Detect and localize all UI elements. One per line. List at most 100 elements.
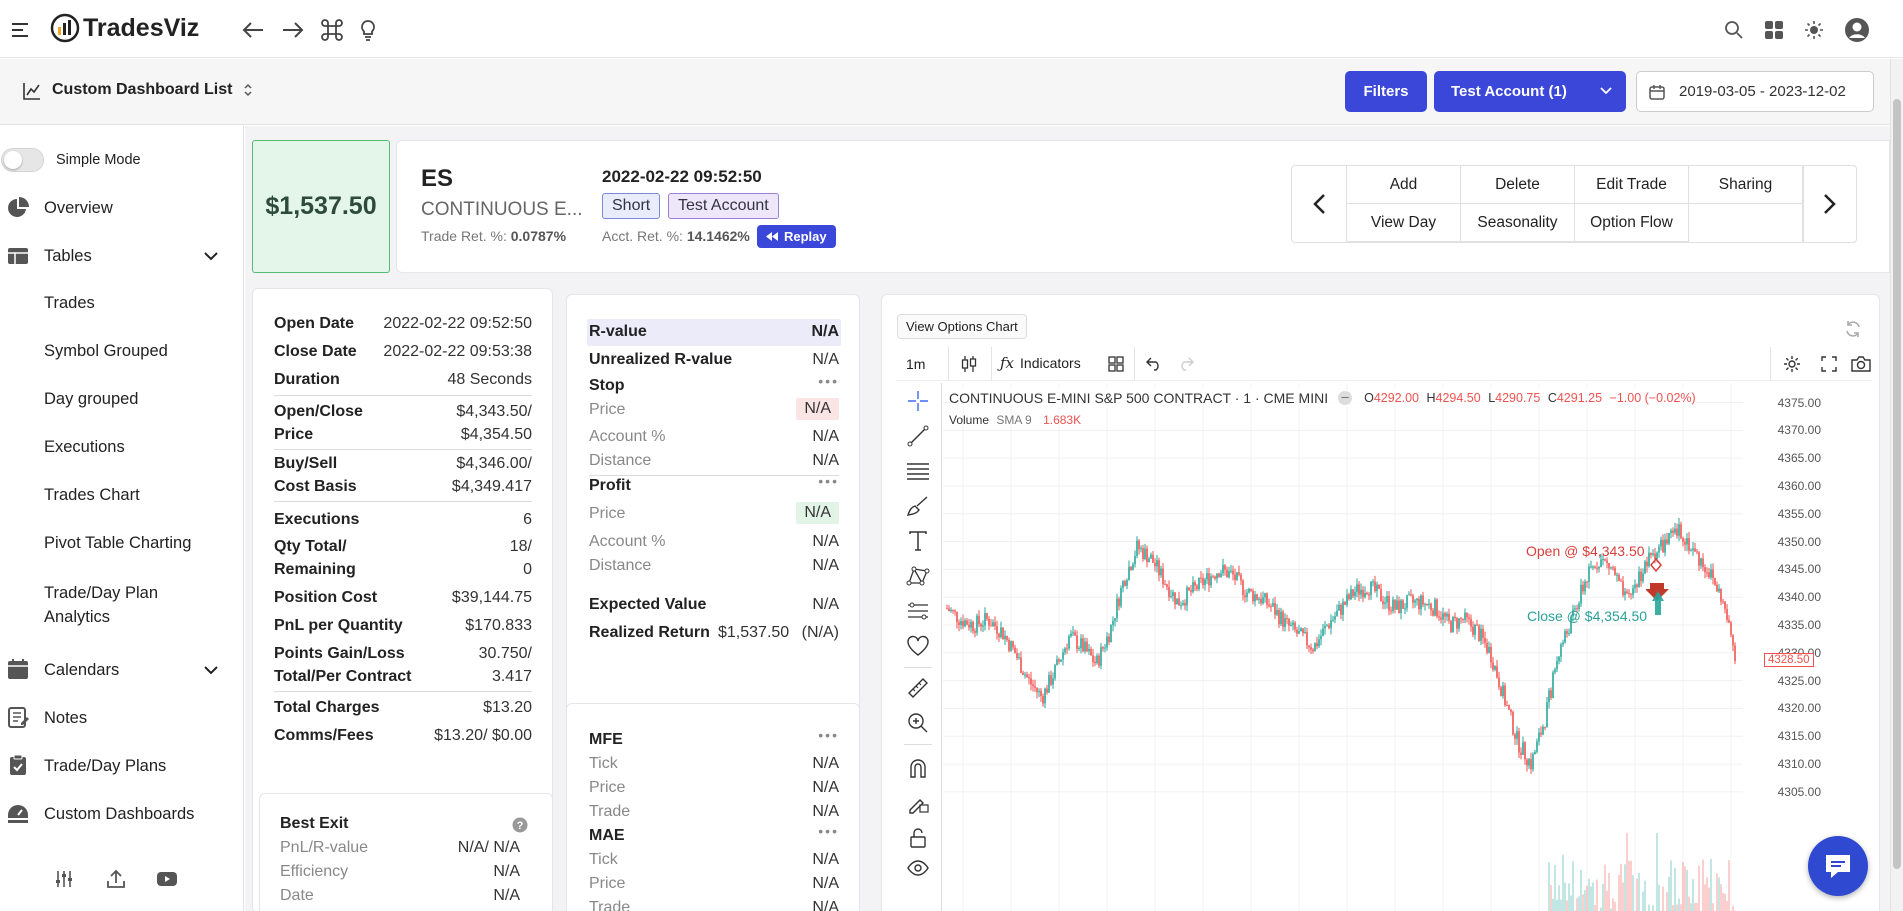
candle-body — [956, 611, 958, 623]
volume-bar — [1548, 862, 1550, 911]
sidebar-item-custom-dashboards[interactable]: Custom Dashboards — [0, 797, 240, 831]
simple-mode-toggle[interactable] — [1, 148, 44, 172]
candle-body — [1648, 552, 1650, 567]
sidebar-item-calendars[interactable]: Calendars — [0, 653, 240, 687]
heart-icon[interactable] — [896, 631, 940, 661]
stop-more-icon[interactable]: ••• — [818, 373, 839, 389]
trend-line-icon[interactable] — [896, 421, 940, 451]
candle-body — [1456, 618, 1458, 629]
profit-more-icon[interactable]: ••• — [818, 473, 839, 489]
lightbulb-icon[interactable] — [354, 16, 382, 44]
candle-body — [1302, 628, 1304, 634]
sidebar-item-symbol-grouped[interactable]: Symbol Grouped — [44, 342, 168, 360]
app-logo[interactable]: TradesViz — [50, 13, 199, 43]
sidebar-item-tables[interactable]: Tables — [0, 239, 240, 273]
sidebar-item-day-grouped[interactable]: Day grouped — [44, 390, 139, 408]
candle-body — [1532, 754, 1534, 770]
grid-icon[interactable] — [1760, 16, 1788, 44]
camera-icon[interactable] — [1851, 356, 1871, 372]
indicators-button[interactable]: ƒx Indicators — [1000, 354, 1081, 372]
sidebar-item-notes[interactable]: Notes — [0, 701, 240, 735]
date-range-picker[interactable]: 2019-03-05 - 2023-12-02 — [1636, 71, 1874, 112]
fib-retracement-icon[interactable] — [896, 456, 940, 486]
undo-icon[interactable] — [1146, 357, 1162, 371]
pattern-icon[interactable] — [896, 561, 940, 591]
profit-distance: Distance N/A — [589, 557, 839, 574]
prev-trade-button[interactable] — [1292, 166, 1347, 242]
page-scrollbar[interactable] — [1890, 59, 1903, 911]
menu-icon[interactable] — [6, 16, 34, 44]
magnet-icon[interactable] — [896, 753, 940, 783]
candles-icon[interactable] — [960, 355, 978, 373]
price-axis[interactable]: 4375.00 4370.00 4365.00 4360.00 4355.00 4350.… — [1762, 383, 1829, 911]
sidebar-item-overview[interactable]: Overview — [0, 191, 240, 225]
detail-buy-sell: Buy/Sell $4,346.00/ — [274, 455, 532, 472]
candle-body — [1360, 589, 1362, 595]
add-button[interactable]: Add — [1347, 166, 1461, 204]
sidebar-item-executions[interactable]: Executions — [44, 438, 125, 456]
lock-drawing-icon[interactable] — [896, 788, 940, 818]
sharing-button[interactable]: Sharing — [1689, 166, 1803, 204]
sidebar-item-trades[interactable]: Trades — [44, 294, 95, 312]
layout-icon[interactable] — [1108, 356, 1124, 372]
sidebar-item-trades-chart[interactable]: Trades Chart — [44, 486, 140, 504]
sma-label: SMA 9 — [996, 413, 1032, 427]
replay-button[interactable]: Replay — [757, 225, 836, 248]
delete-button[interactable]: Delete — [1461, 166, 1575, 204]
volume-bar — [1690, 903, 1692, 911]
candle-body — [1374, 581, 1376, 592]
stop-distance: Distance N/A — [589, 452, 839, 469]
brush-icon[interactable] — [896, 491, 940, 521]
candle-body — [1716, 584, 1718, 592]
ruler-icon[interactable] — [896, 673, 940, 703]
forward-arrow-icon[interactable] — [279, 16, 307, 44]
crosshair-icon[interactable] — [896, 386, 940, 416]
sidebar-item-trade-day-plans[interactable]: Trade/Day Plans — [0, 749, 240, 783]
sliders-icon[interactable] — [55, 870, 73, 888]
youtube-icon[interactable] — [157, 871, 177, 887]
settings-icon[interactable] — [1783, 355, 1801, 373]
interval-selector[interactable]: 1m — [906, 356, 926, 372]
upload-icon[interactable] — [106, 869, 126, 889]
option-flow-button[interactable]: Option Flow — [1575, 204, 1689, 242]
collapse-legend-icon[interactable]: – — [1338, 390, 1353, 405]
eye-icon[interactable] — [896, 853, 940, 883]
candle-body — [1142, 548, 1144, 559]
candle-body — [1318, 639, 1320, 647]
redo-icon[interactable] — [1178, 357, 1194, 371]
account-dropdown[interactable]: Test Account (1) — [1434, 71, 1626, 112]
fullscreen-icon[interactable] — [1821, 356, 1837, 372]
candle-body — [1260, 598, 1262, 604]
seasonality-button[interactable]: Seasonality — [1461, 204, 1575, 242]
command-icon[interactable] — [318, 16, 346, 44]
view-day-button[interactable]: View Day — [1347, 204, 1461, 242]
search-icon[interactable] — [1720, 16, 1748, 44]
dashboard-selector[interactable]: Custom Dashboard List — [52, 81, 254, 99]
user-icon[interactable] — [1843, 16, 1871, 44]
candle-body — [1394, 599, 1396, 610]
view-options-chart-button[interactable]: View Options Chart — [897, 314, 1027, 339]
help-icon[interactable]: ? — [512, 817, 528, 833]
chat-button[interactable] — [1808, 836, 1868, 896]
candle-body — [1058, 659, 1060, 662]
mfe-more-icon[interactable]: ••• — [818, 727, 839, 743]
sidebar-item-trade-day-plan-analytics[interactable]: Trade/Day Plan Analytics — [44, 581, 158, 629]
next-trade-button[interactable] — [1803, 166, 1856, 242]
candle-body — [1586, 581, 1588, 583]
prediction-icon[interactable] — [896, 596, 940, 626]
zoom-in-icon[interactable] — [896, 708, 940, 738]
lock-icon[interactable] — [896, 823, 940, 853]
price-chart[interactable] — [943, 383, 1743, 911]
volume-bar — [1596, 879, 1598, 911]
text-tool-icon[interactable] — [896, 526, 940, 556]
candle-body — [1120, 587, 1122, 607]
back-arrow-icon[interactable] — [239, 16, 267, 44]
candle-body — [1020, 657, 1022, 673]
sun-icon[interactable] — [1800, 16, 1828, 44]
refresh-icon[interactable] — [1844, 320, 1862, 338]
filters-button[interactable]: Filters — [1345, 71, 1427, 112]
sidebar-item-pivot-table-charting[interactable]: Pivot Table Charting — [44, 534, 192, 552]
mae-more-icon[interactable]: ••• — [818, 823, 839, 839]
edit-trade-button[interactable]: Edit Trade — [1575, 166, 1689, 204]
price-axis-label: 4310.00 — [1777, 757, 1821, 772]
